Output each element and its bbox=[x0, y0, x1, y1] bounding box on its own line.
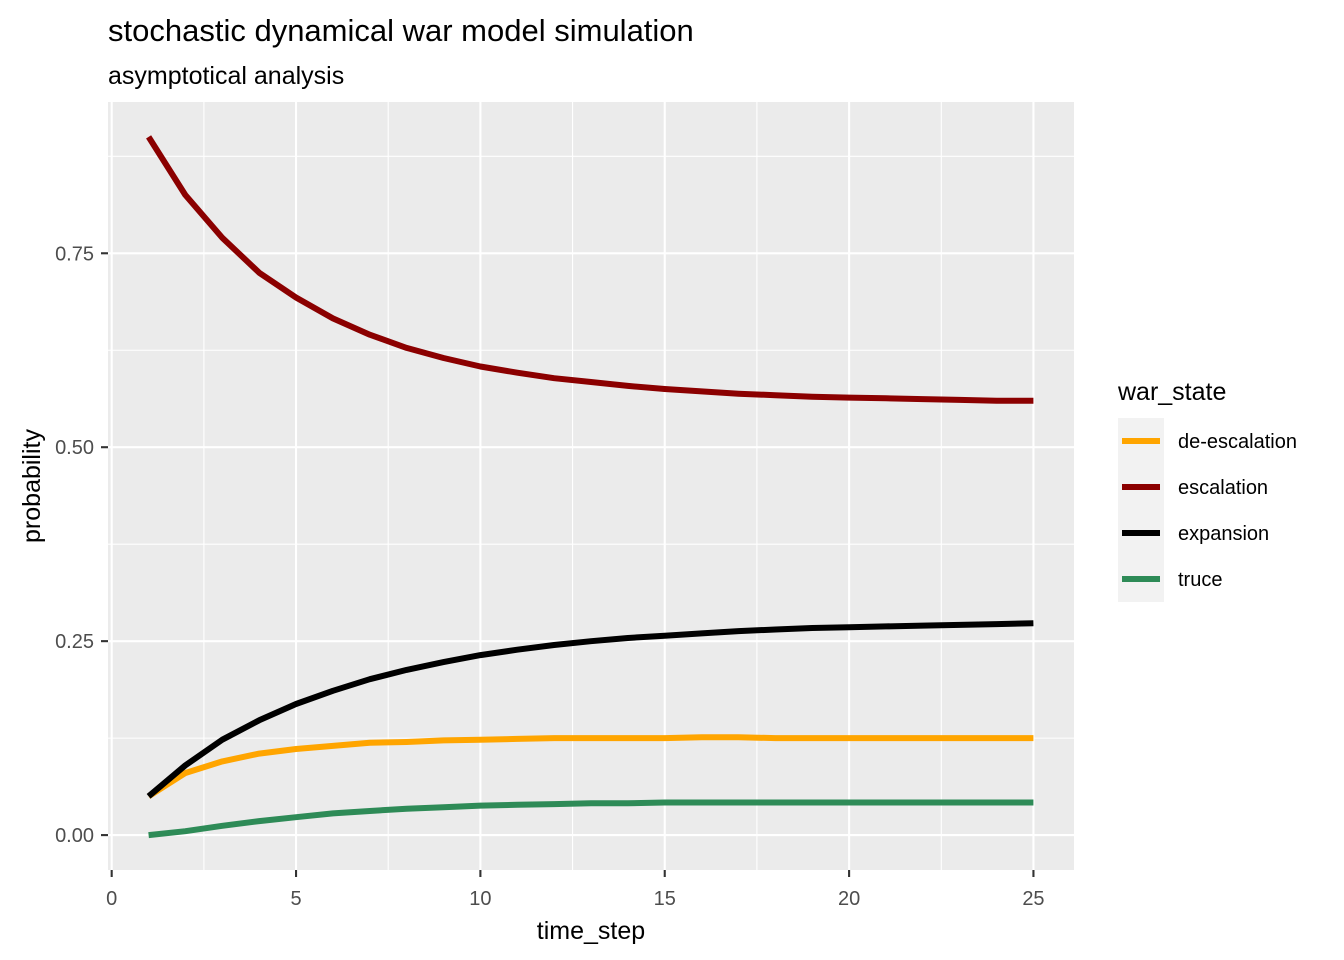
y-tick-label: 0.50 bbox=[55, 437, 94, 459]
panel-background bbox=[108, 102, 1074, 870]
y-tick-label: 0.75 bbox=[55, 243, 94, 265]
x-tick-label: 20 bbox=[838, 888, 860, 910]
chart-subtitle: asymptotical analysis bbox=[108, 62, 344, 90]
x-tick-label: 25 bbox=[1022, 888, 1044, 910]
legend-label-de-escalation: de-escalation bbox=[1178, 431, 1297, 453]
x-axis-title: time_step bbox=[537, 917, 645, 945]
y-tick-label: 0.25 bbox=[55, 631, 94, 653]
legend-label-escalation: escalation bbox=[1178, 477, 1268, 499]
chart-title: stochastic dynamical war model simulatio… bbox=[108, 13, 694, 48]
x-tick-label: 5 bbox=[290, 888, 301, 910]
series-line-de-escalation bbox=[146, 734, 1034, 799]
legend-label-expansion: expansion bbox=[1178, 523, 1269, 545]
x-axis: 0 5 10 15 20 25 bbox=[106, 870, 1045, 910]
x-tick-label: 10 bbox=[469, 888, 491, 910]
legend-items: de-escalation escalation expansion truce bbox=[1118, 418, 1297, 602]
x-tick-label: 0 bbox=[106, 888, 117, 910]
y-tick-label: 0.00 bbox=[55, 825, 94, 847]
x-tick-label: 15 bbox=[654, 888, 676, 910]
series-line-expansion bbox=[146, 620, 1034, 799]
legend: war_state de-escalation escalation expansi… bbox=[1117, 378, 1297, 602]
legend-title: war_state bbox=[1117, 378, 1226, 406]
major-gridlines bbox=[108, 102, 1074, 870]
legend-label-truce: truce bbox=[1178, 569, 1222, 591]
series-line-escalation bbox=[146, 135, 1034, 404]
series-line-truce bbox=[148, 799, 1034, 839]
y-axis: 0.00 0.25 0.50 0.75 bbox=[55, 243, 108, 847]
y-axis-title: probability bbox=[18, 429, 46, 543]
plot-panel bbox=[108, 102, 1074, 870]
series-lines bbox=[146, 135, 1034, 839]
